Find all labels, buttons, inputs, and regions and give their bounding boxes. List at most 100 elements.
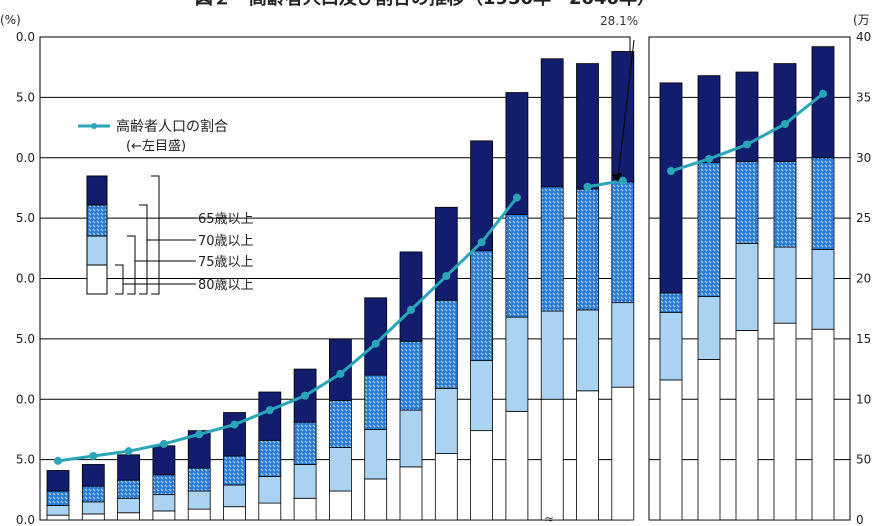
bar-segment [187,467,211,492]
ratio-point [705,154,713,163]
right-tick-label: 20 [856,272,871,286]
left-tick-label: 5.0 [16,453,35,467]
bar-segment [576,188,599,311]
callout-arrow [617,39,635,179]
bar-segment [811,249,835,330]
bar-segment [540,58,564,188]
legend-swatch-70-74 [86,204,108,237]
right-tick-label: 50 [856,453,871,467]
legend-bracket-75 [127,235,142,295]
bar-segment [328,400,352,448]
ratio-point [195,430,204,439]
ratio-point [230,420,239,429]
bar-segment [470,430,494,521]
bar-segment [505,214,529,318]
ratio-point [301,391,310,400]
ratio-point [442,272,451,281]
bar-segment [399,466,423,521]
bar-segment [81,464,105,487]
left-tick-label: 5.0 [16,211,35,225]
bar-segment [697,296,721,360]
bar-segment [773,63,797,162]
right-tick-label: 15 [856,332,871,346]
bar-segment [811,328,835,521]
bar-segment [505,410,529,521]
bar-segment [434,453,458,521]
ratio-point [124,447,133,456]
bar-segment [187,490,211,510]
bar-segment [258,391,282,441]
bar-segment [399,340,423,411]
ratio-point [54,456,62,465]
bar-segment [223,455,246,486]
legend: 高齢者人口の割合 (←左目盛) 65歳以上 70歳以上 75歳以上 80歳以上 [78,118,254,295]
right-tick-label: 25 [856,211,871,225]
bar-segment [117,497,140,514]
left-tick-label: 0.0 [16,392,35,406]
legend-bracket-65 [151,175,166,295]
bar-segment [773,246,797,324]
bar-segment [117,512,140,521]
bar-segment [611,181,635,304]
left-tick-label: 0.0 [16,151,35,165]
ratio-lines [54,89,827,465]
bar-segment [46,470,70,492]
right-axis-ticks: 0 50 10 15 20 25 30 35 40 [856,30,871,526]
bar-segment [328,490,352,521]
bar-segment [223,506,246,521]
callout-arrowhead [612,173,622,182]
bar-segment [540,186,564,312]
bar-segment [811,46,835,159]
bar-segment [399,409,423,468]
bar-segment [258,476,282,504]
legend-age-65: 65歳以上 [198,212,254,227]
left-tick-label: 0.0 [16,30,35,44]
right-tick-label: 40 [856,30,871,44]
right-tick-label: 0 [856,513,864,526]
bar-segment [258,502,282,521]
bar-segment [293,421,317,465]
bar-segment [576,63,599,190]
ratio-point [336,369,345,378]
left-axis-ticks: 0.0 5.0 0.0 5.0 0.0 5.0 0.0 5.0 0.0 [16,30,35,526]
bar-segment [187,508,211,521]
bar-segment [152,474,176,496]
bar-segment [505,92,529,215]
bar-segment [540,398,564,521]
bar-segment [258,439,282,477]
bar-segment [81,485,105,503]
bar-segment [46,490,70,506]
ratio-point [781,119,789,128]
legend-line-note: (←左目盛) [126,139,186,154]
left-tick-label: 0.0 [16,513,35,526]
legend-bracket-70 [139,204,154,295]
bars [46,46,835,521]
bar-segment [659,379,683,521]
left-tick-label: 0.0 [16,272,35,286]
bar-segment [152,510,176,521]
bar-segment [735,330,759,521]
bar-segment [399,251,423,342]
legend-line-label: 高齢者人口の割合 [116,118,228,135]
bar-segment [434,206,458,301]
ratio-point [583,182,592,191]
ratio-point [265,406,274,415]
bar-segment [697,359,721,521]
left-tick-label: 5.0 [16,90,35,104]
ratio-point [407,305,415,314]
bar-segment [659,82,683,294]
bar-segment [364,297,388,376]
bar-segment [611,302,635,388]
bar-segment [81,513,105,521]
bar-segment [659,311,683,381]
ratio-point [159,439,168,448]
bar-segment [364,429,388,480]
chart-title: 図２ 高齢者人口及び割合の推移（1950年～2040年） [195,0,655,9]
bar-segment [364,478,388,521]
legend-swatch-65-69 [86,175,108,206]
percent-callout: 28.1% [600,14,638,28]
bar-segment [470,140,494,252]
bar-segment [328,447,352,492]
bar-segment [223,484,246,508]
